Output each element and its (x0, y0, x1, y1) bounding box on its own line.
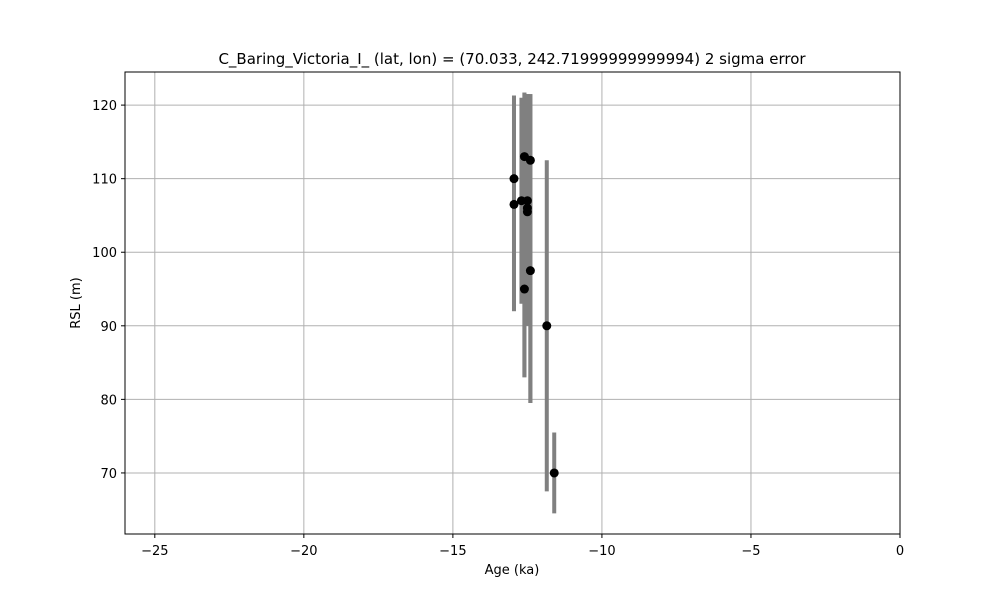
x-tick-label: 0 (896, 544, 904, 559)
x-axis-label: Age (ka) (485, 563, 540, 578)
data-point (522, 207, 532, 217)
chart-title: C_Baring_Victoria_I_ (lat, lon) = (70.03… (218, 50, 806, 69)
y-tick-label: 120 (92, 99, 117, 114)
plot-frame (124, 71, 901, 535)
data-point (549, 468, 559, 478)
x-tick-label: −5 (741, 544, 760, 559)
data-point (525, 266, 535, 276)
y-axis-label: RSL (m) (69, 277, 84, 328)
data-point (542, 321, 552, 331)
x-axis: −25 −20 −15 −10 −5 0 (141, 534, 904, 559)
data-point (509, 199, 519, 209)
data-point (525, 155, 535, 165)
x-tick-label: −25 (141, 544, 168, 559)
y-tick-label: 80 (100, 393, 117, 408)
data-point (522, 196, 532, 206)
y-tick-label: 90 (100, 320, 117, 335)
x-tick-label: −10 (588, 544, 615, 559)
data-point (509, 174, 519, 184)
y-tick-label: 100 (92, 246, 117, 261)
x-tick-label: −20 (290, 544, 317, 559)
data-point (519, 284, 529, 294)
y-tick-label: 110 (92, 173, 117, 188)
y-axis: 70 80 90 100 110 120 (92, 99, 125, 482)
x-tick-label: −15 (439, 544, 466, 559)
y-tick-label: 70 (100, 467, 117, 482)
point-layer (509, 152, 559, 478)
